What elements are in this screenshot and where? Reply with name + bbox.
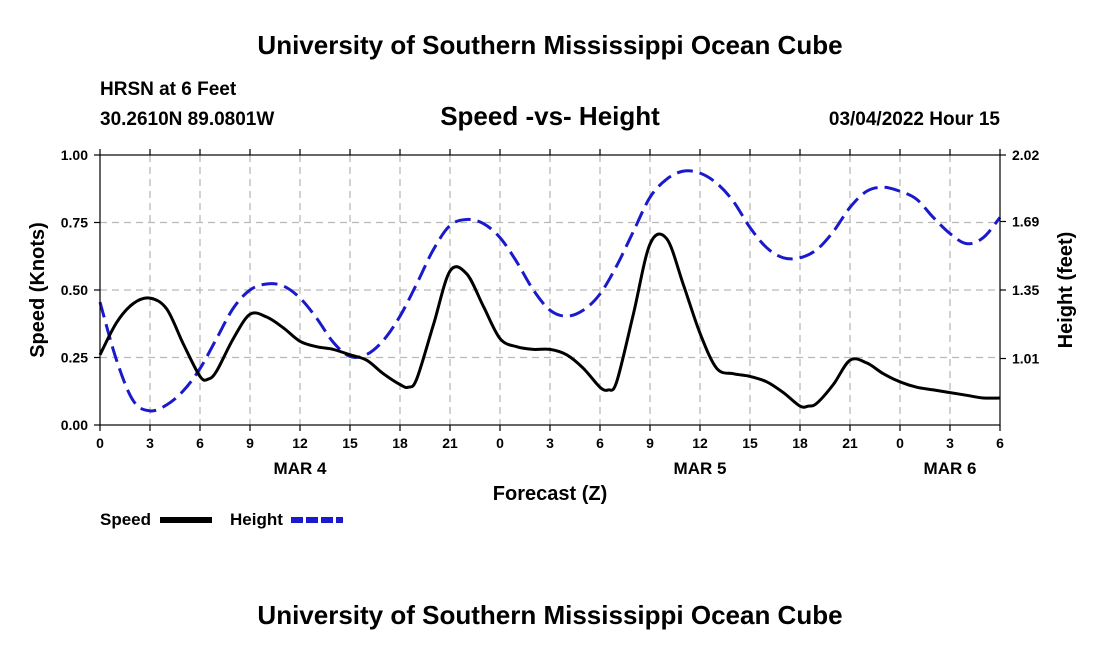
x-tick-label: 0 bbox=[96, 435, 104, 451]
station-coordinates: 30.2610N 89.0801W bbox=[100, 109, 274, 130]
y-tick-label: 0.50 bbox=[61, 282, 88, 298]
x-tick-label: 21 bbox=[442, 435, 458, 451]
y2-tick-label: 1.01 bbox=[1012, 351, 1039, 367]
x-tick-label: 12 bbox=[692, 435, 708, 451]
series-speed-line bbox=[98, 232, 1001, 409]
date-label: MAR 6 bbox=[924, 459, 977, 478]
y2-tick-label: 1.35 bbox=[1012, 282, 1039, 298]
y-tick-label: 0.00 bbox=[61, 417, 88, 433]
x-tick-label: 18 bbox=[792, 435, 808, 451]
x-axis-label: Forecast (Z) bbox=[493, 483, 607, 505]
date-labels: MAR 4 MAR 5 MAR 6 bbox=[274, 459, 977, 478]
grid-lines bbox=[100, 155, 1000, 425]
date-label: MAR 4 bbox=[274, 459, 327, 478]
y2-tick-label: 2.02 bbox=[1012, 147, 1039, 163]
x-tick-label: 3 bbox=[546, 435, 554, 451]
x-tick-label: 9 bbox=[246, 435, 254, 451]
y-tick-label: 0.75 bbox=[61, 215, 88, 231]
x-tick-labels: 0 3 6 9 12 15 18 21 0 3 6 9 12 15 18 21 0 3 6 bbox=[96, 435, 1004, 451]
y2-axis-label: Height (feet) bbox=[1055, 232, 1077, 349]
y-tick-label: 1.00 bbox=[61, 147, 88, 163]
footer-title: University of Southern Mississippi Ocean… bbox=[257, 600, 842, 630]
issued-datetime: 03/04/2022 Hour 15 bbox=[829, 109, 1001, 130]
x-tick-label: 12 bbox=[292, 435, 308, 451]
page-title: University of Southern Mississippi Ocean… bbox=[257, 30, 842, 60]
axis-ticks bbox=[94, 149, 1006, 431]
x-tick-label: 6 bbox=[196, 435, 204, 451]
y-tick-label: 0.25 bbox=[61, 350, 88, 366]
chart-title: Speed -vs- Height bbox=[440, 101, 660, 131]
series-height-line bbox=[98, 169, 1002, 413]
x-tick-label: 0 bbox=[896, 435, 904, 451]
x-tick-label: 9 bbox=[646, 435, 654, 451]
date-label: MAR 5 bbox=[674, 459, 727, 478]
x-tick-label: 3 bbox=[146, 435, 154, 451]
station-label: HRSN at 6 Feet bbox=[100, 79, 237, 100]
x-tick-label: 18 bbox=[392, 435, 408, 451]
y2-tick-label: 1.69 bbox=[1012, 213, 1039, 229]
legend: Speed Height bbox=[100, 510, 343, 529]
x-tick-label: 3 bbox=[946, 435, 954, 451]
y2-tick-labels: 1.01 1.35 1.69 2.02 bbox=[1012, 147, 1039, 367]
x-tick-label: 15 bbox=[742, 435, 758, 451]
x-tick-label: 15 bbox=[342, 435, 358, 451]
legend-speed-label: Speed bbox=[100, 510, 151, 529]
y-tick-labels: 0.00 0.25 0.50 0.75 1.00 bbox=[61, 147, 88, 433]
x-tick-label: 6 bbox=[996, 435, 1004, 451]
x-tick-label: 6 bbox=[596, 435, 604, 451]
x-tick-label: 21 bbox=[842, 435, 858, 451]
x-tick-label: 0 bbox=[496, 435, 504, 451]
y-axis-label: Speed (Knots) bbox=[27, 222, 49, 358]
legend-height-label: Height bbox=[230, 510, 283, 529]
series-layer bbox=[98, 169, 1002, 413]
